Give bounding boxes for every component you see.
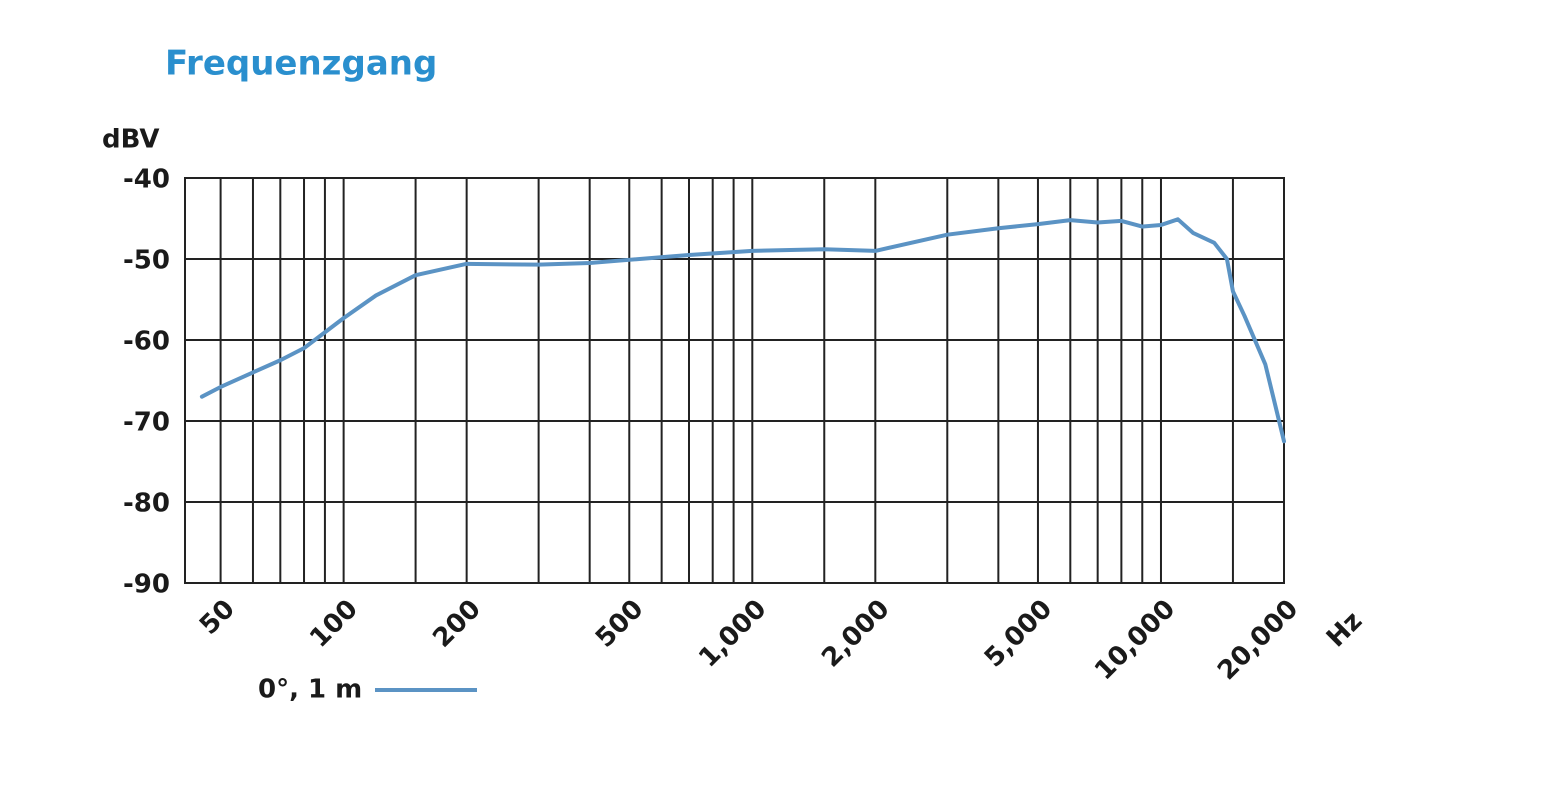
x-axis-label: Hz <box>1321 606 1368 653</box>
y-tick-label: -70 <box>123 408 170 438</box>
chart-title: Frequenzgang <box>165 44 437 84</box>
x-tick-label: 5,000 <box>979 594 1058 673</box>
x-tick-label: 1,000 <box>693 594 772 673</box>
x-tick-label: 10,000 <box>1089 594 1181 686</box>
x-tick-label: 2,000 <box>816 594 895 673</box>
x-tick-label: 100 <box>304 594 364 654</box>
line-series <box>199 217 1286 444</box>
y-tick-label: -80 <box>123 489 170 519</box>
legend-label: 0°, 1 m <box>258 675 362 705</box>
x-tick-label: 20,000 <box>1212 594 1304 686</box>
y-axis-label: dBV <box>102 125 160 155</box>
y-tick-label: -60 <box>123 327 170 357</box>
y-tick-label: -90 <box>123 570 170 600</box>
y-tick-label: -50 <box>123 246 170 276</box>
x-tick-label: 50 <box>194 594 241 641</box>
x-tick-label: 500 <box>590 594 650 654</box>
y-tick-label: -40 <box>123 165 170 195</box>
x-tick-label: 200 <box>427 594 487 654</box>
